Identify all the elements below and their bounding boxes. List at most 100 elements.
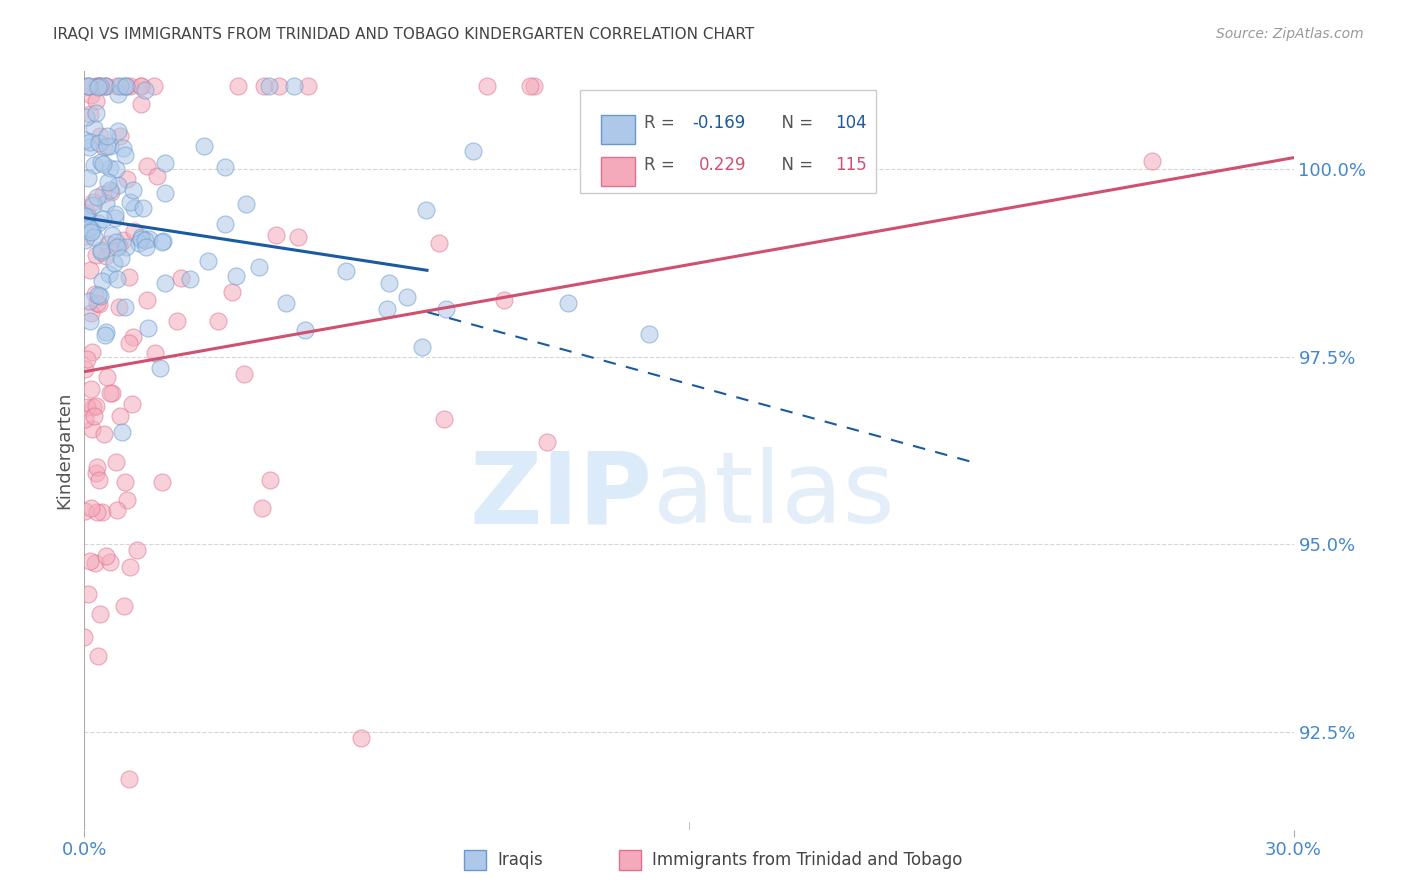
Point: [89, 607, 111, 621]
Point: [93, 79, 115, 94]
Point: [134, 83, 156, 97]
Point: [91, 157, 114, 171]
Point: [152, 234, 174, 248]
Point: [108, 79, 131, 94]
Point: [434, 301, 457, 316]
Point: [114, 79, 136, 94]
Point: [80, 306, 103, 320]
Point: [225, 269, 247, 284]
Point: [107, 238, 129, 252]
Point: [132, 201, 155, 215]
Point: [122, 201, 145, 215]
Point: [122, 183, 145, 197]
FancyBboxPatch shape: [464, 850, 486, 870]
Point: [121, 397, 143, 411]
Point: [415, 202, 437, 217]
Point: [90, 244, 112, 258]
Point: [89, 297, 111, 311]
Text: N =: N =: [770, 156, 818, 174]
FancyBboxPatch shape: [619, 850, 641, 870]
Point: [83, 409, 105, 424]
Point: [105, 455, 128, 469]
Point: [80, 382, 103, 396]
Text: -0.169: -0.169: [693, 113, 745, 131]
Point: [97, 237, 120, 252]
Point: [82, 194, 104, 209]
Point: [91, 505, 114, 519]
Point: [80, 225, 103, 239]
FancyBboxPatch shape: [581, 90, 876, 193]
Point: [129, 79, 152, 94]
Point: [125, 542, 148, 557]
Point: [79, 136, 101, 150]
Point: [150, 235, 173, 249]
Point: [274, 296, 297, 310]
Point: [79, 262, 101, 277]
Point: [257, 79, 280, 94]
Point: [128, 236, 150, 251]
Point: [118, 195, 141, 210]
Point: [129, 230, 152, 244]
Point: [433, 412, 456, 426]
Point: [145, 169, 167, 183]
Point: [112, 233, 135, 247]
Point: [86, 399, 108, 413]
Text: 104: 104: [835, 113, 868, 131]
Point: [115, 172, 138, 186]
Point: [83, 158, 105, 172]
Point: [80, 422, 103, 436]
Point: [395, 290, 418, 304]
Point: [122, 224, 145, 238]
Point: [378, 277, 401, 291]
Point: [104, 207, 127, 221]
Point: [143, 346, 166, 360]
Point: [463, 145, 485, 159]
Point: [96, 139, 118, 153]
Point: [114, 475, 136, 490]
Point: [1142, 154, 1164, 169]
Point: [114, 148, 136, 162]
Point: [83, 287, 105, 301]
Point: [77, 587, 100, 601]
Point: [94, 328, 117, 343]
Point: [79, 554, 101, 568]
Point: [89, 79, 111, 94]
Point: [100, 228, 122, 243]
Point: [107, 272, 129, 286]
Point: [73, 133, 96, 147]
Point: [297, 79, 319, 94]
Point: [105, 161, 128, 176]
Text: 115: 115: [835, 156, 868, 174]
FancyBboxPatch shape: [600, 157, 634, 186]
Point: [294, 322, 316, 336]
Point: [115, 492, 138, 507]
Point: [76, 229, 98, 244]
Point: [207, 313, 229, 327]
Point: [523, 79, 546, 94]
Point: [111, 425, 134, 439]
Y-axis label: Kindergarten: Kindergarten: [55, 392, 73, 509]
Text: R =: R =: [644, 156, 686, 174]
Point: [76, 352, 98, 367]
Point: [79, 107, 101, 121]
Point: [77, 220, 100, 235]
Point: [135, 240, 157, 254]
Point: [108, 300, 131, 314]
Point: [259, 473, 281, 487]
Point: [98, 183, 121, 197]
Point: [77, 79, 100, 94]
Text: Immigrants from Trinidad and Tobago: Immigrants from Trinidad and Tobago: [652, 851, 963, 869]
Point: [89, 79, 111, 94]
Point: [89, 79, 111, 94]
Point: [86, 248, 108, 262]
Point: [87, 216, 110, 230]
Point: [264, 227, 287, 242]
Point: [77, 170, 100, 185]
Point: [122, 330, 145, 344]
Point: [492, 293, 515, 307]
Point: [94, 549, 117, 563]
Point: [101, 386, 124, 401]
Point: [84, 79, 107, 94]
Point: [77, 294, 100, 309]
Text: atlas: atlas: [652, 448, 894, 544]
